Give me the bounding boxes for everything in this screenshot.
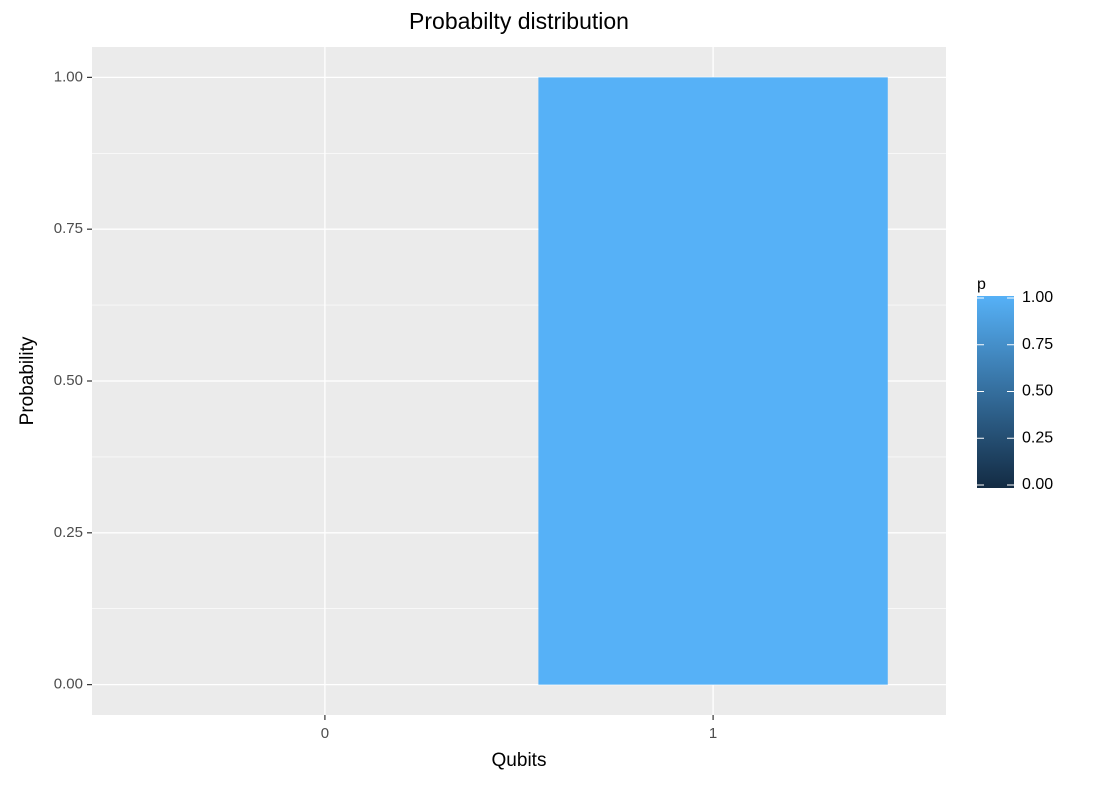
x-tick-label: 1 — [709, 725, 717, 742]
y-tick-label: 1.00 — [54, 68, 83, 85]
legend-label: 0.75 — [1022, 336, 1053, 353]
x-axis-title: Qubits — [492, 750, 547, 771]
bar — [538, 77, 888, 685]
x-tick-label: 0 — [321, 725, 329, 742]
legend-title: p — [977, 276, 986, 293]
y-tick-label: 0.25 — [54, 524, 83, 541]
legend-label: 0.50 — [1022, 383, 1053, 400]
y-tick-label: 0.75 — [54, 220, 83, 237]
y-tick-label: 0.50 — [54, 372, 83, 389]
chart-title: Probabilty distribution — [409, 8, 629, 34]
legend-label: 0.00 — [1022, 476, 1053, 493]
legend-label: 1.00 — [1022, 289, 1053, 306]
y-axis-title: Probability — [17, 336, 38, 425]
y-tick-label: 0.00 — [54, 676, 83, 693]
legend-label: 0.25 — [1022, 429, 1053, 446]
